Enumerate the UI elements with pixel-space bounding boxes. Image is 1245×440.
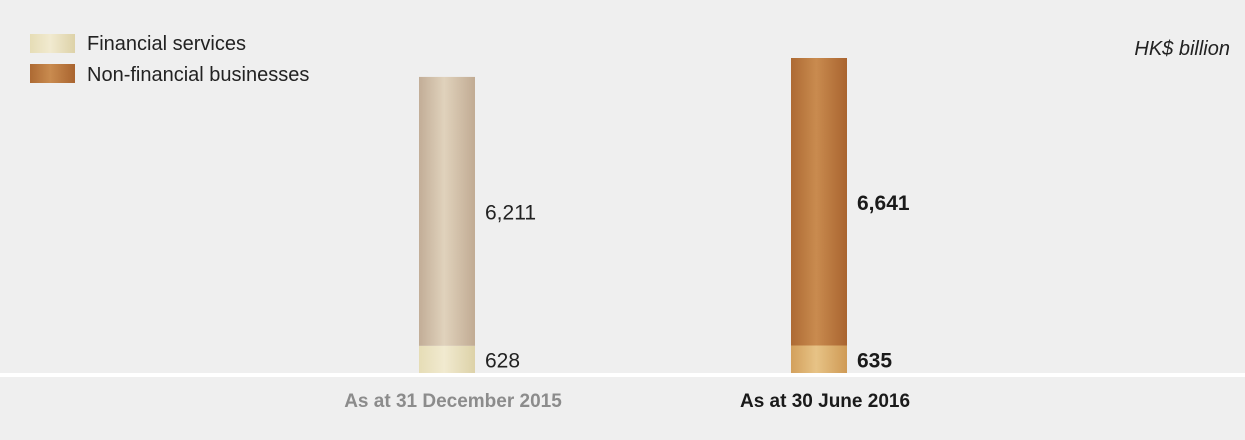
bar-financial-2015 xyxy=(419,345,475,373)
unit-label: HK$ billion xyxy=(1134,38,1230,60)
bar-non-financial-2015 xyxy=(419,76,475,346)
legend-label-non-financial-businesses: Non-financial businesses xyxy=(87,64,309,86)
baseline-divider xyxy=(0,373,1245,377)
category-label-2015: As at 31 December 2015 xyxy=(344,391,562,412)
legend-label-financial-services: Financial services xyxy=(87,33,246,55)
bar-non-financial-2016 xyxy=(791,58,847,346)
value-label-non-financial-2015: 6,211 xyxy=(485,201,536,224)
value-label-financial-2016: 635 xyxy=(857,349,892,372)
value-label-financial-2015: 628 xyxy=(485,349,520,372)
category-label-2016: As at 30 June 2016 xyxy=(740,391,910,412)
bar-group-2016: 635 6,641 As at 30 June 2016 xyxy=(740,58,910,412)
bar-group-2015: 628 6,211 As at 31 December 2015 xyxy=(344,76,562,412)
bar-financial-2016 xyxy=(791,345,847,373)
value-label-non-financial-2016: 6,641 xyxy=(857,192,910,215)
legend: Financial services Non-financial busines… xyxy=(30,33,309,86)
legend-swatch-non-financial-businesses xyxy=(30,64,75,83)
legend-swatch-financial-services xyxy=(30,34,75,53)
